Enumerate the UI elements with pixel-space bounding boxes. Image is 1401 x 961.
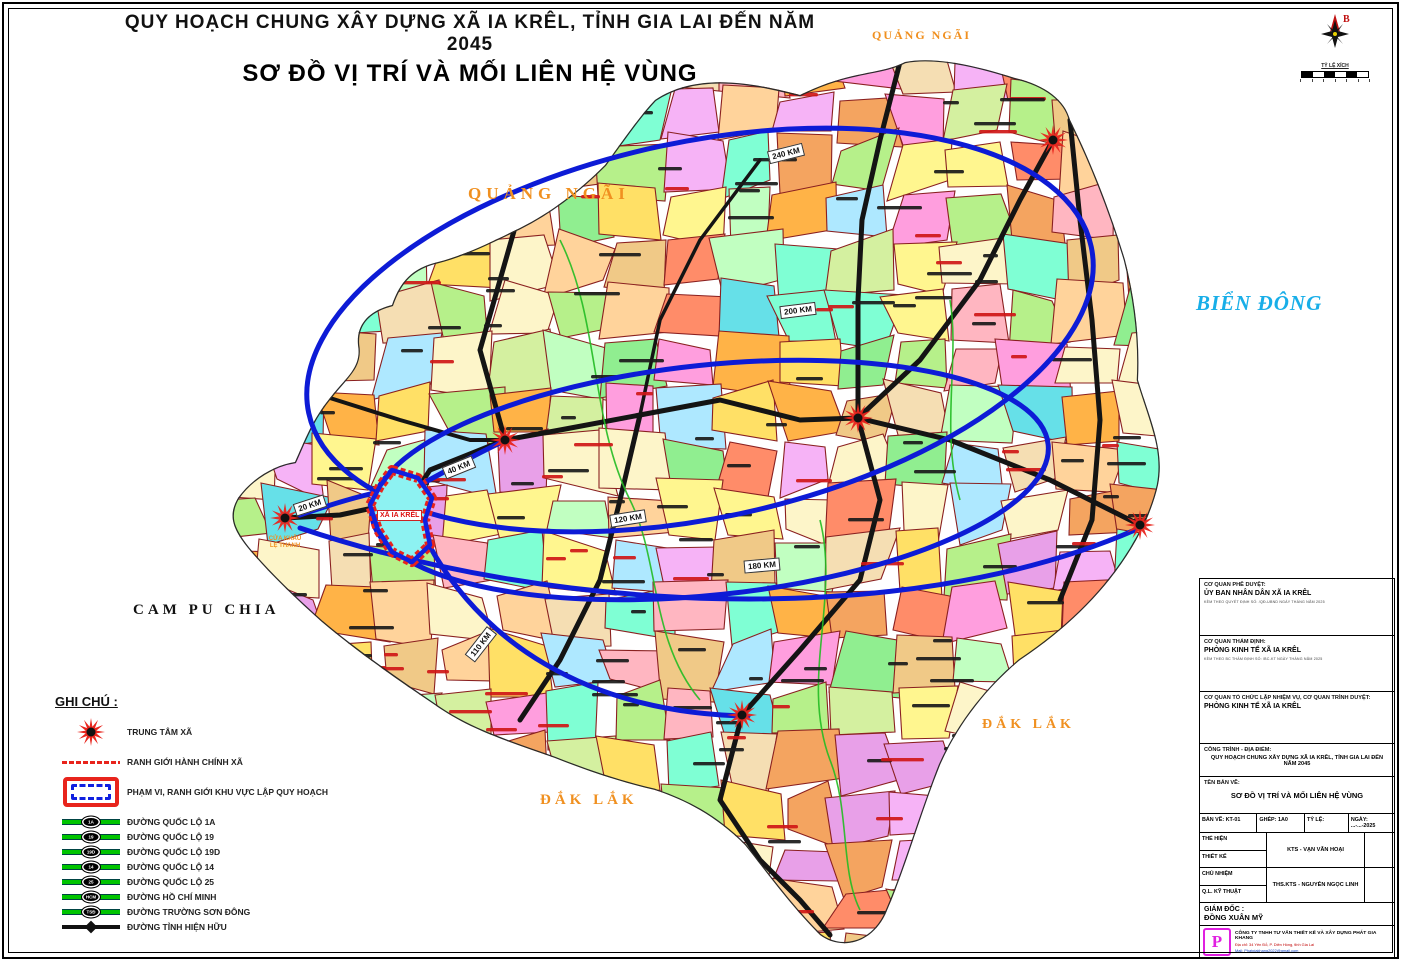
drawing-meta-row: BẢN VẼ: KT-01 GHÉP: 1A0 TỶ LỆ: NGÀY: ...… [1200, 814, 1394, 834]
highway-icon: HCM [62, 890, 120, 904]
legend-item-label: ĐƯỜNG QUỐC LỘ 1A [127, 817, 216, 827]
lead-architect-name: THS.KTS - NGUYỄN NGỌC LINH [1267, 868, 1366, 903]
legend-item: ĐƯỜNG TỈNH HIỆN HỮU [55, 920, 355, 934]
highway-icon: 19 [62, 830, 120, 844]
company-address: Địa chỉ: 34 Yên Đỗ, P. Diên Hồng, tỉnh G… [1235, 942, 1315, 948]
organizing-agency-section: CƠ QUAN TỔ CHỨC LẬP NHIỆM VỤ, CƠ QUAN TR… [1200, 692, 1394, 745]
approval-agency-heading: CƠ QUAN PHÊ DUYỆT: [1204, 582, 1266, 588]
river-lines [559, 239, 961, 911]
approval-agency-name: ỦY BAN NHÂN DÂN XÃ IA KRÊL [1204, 590, 1312, 597]
legend-item: 19D ĐƯỜNG QUỐC LỘ 19D [55, 845, 355, 859]
legend-item-label: ĐƯỜNG HỒ CHÍ MINH [127, 892, 217, 902]
map-title: QUY HOẠCH CHUNG XÂY DỰNG XÃ IA KRÊL, TỈN… [105, 12, 835, 88]
route-shield: TSĐ [81, 905, 101, 919]
company-section: P CÔNG TY TNHH TƯ VẤN THIẾT KẾ VÀ XÂY DỰ… [1200, 926, 1394, 958]
company-mail: Mail: Phatgiakhang2022@gmail.com [1235, 948, 1299, 954]
legend-item: RANH GIỚI HÀNH CHÍNH XÃ [55, 757, 355, 767]
commune-center-icon [77, 718, 105, 746]
route-shield: 19D [81, 845, 101, 859]
project-location-value: QUY HOẠCH CHUNG XÂY DỰNG XÃ IA KRÊL, TỈN… [1210, 755, 1384, 768]
drawing-name-heading: TÊN BẢN VẼ: [1204, 780, 1240, 787]
scale-field: TỶ LỆ: [1305, 814, 1349, 833]
company-logo: P [1203, 928, 1231, 957]
legend-item: HCM ĐƯỜNG HỒ CHÍ MINH [55, 890, 355, 904]
planning-scope-icon [63, 777, 119, 807]
drawing-name-section: TÊN BẢN VẼ: SƠ ĐỒ VỊ TRÍ VÀ MỐI LIÊN HỆ … [1200, 777, 1394, 815]
legend-item: TSĐ ĐƯỜNG TRƯỜNG SƠN ĐÔNG [55, 905, 355, 919]
legend-item-label: ĐƯỜNG TỈNH HIỆN HỮU [127, 922, 227, 932]
city-markers [270, 125, 1155, 730]
scale-label: TỶ LỆ XÍCH [1321, 63, 1349, 69]
highway-icon: TSĐ [62, 905, 120, 919]
highway-icon: 1A [62, 815, 120, 829]
route-shield: HCM [81, 890, 101, 904]
legend-item: 1A ĐƯỜNG QUỐC LỘ 1A [55, 815, 355, 829]
legend-item-label: RANH GIỚI HÀNH CHÍNH XÃ [127, 757, 243, 767]
designed-by-label: THIẾT KẾ [1202, 853, 1227, 860]
designer-row: THỂ HIỆN THIẾT KẾ KTS - VẠN VĂN HOẠI [1200, 833, 1394, 869]
drawing-name-value: SƠ ĐỒ VỊ TRÍ VÀ MỐI LIÊN HỆ VÙNG [1230, 791, 1364, 801]
legend-item-label: ĐƯỜNG TRƯỜNG SƠN ĐÔNG [127, 907, 251, 917]
highway-icon: 14 [62, 860, 120, 874]
approval-agency-section: CƠ QUAN PHÊ DUYỆT: ỦY BAN NHÂN DÂN XÃ IA… [1200, 579, 1394, 637]
director-name: ĐỒNG XUÂN MỸ [1204, 913, 1264, 923]
route-shield: 1A [81, 815, 101, 829]
legend-item-label: ĐƯỜNG QUỐC LỘ 19D [127, 847, 221, 857]
north-arrow-icon: B [1321, 14, 1350, 48]
date-field: NGÀY: ...-...-2025 [1350, 817, 1376, 830]
legend-item-label: ĐƯỜNG QUỐC LỘ 19 [127, 832, 215, 842]
manager-row: CHỦ NHIỆM Q.L. KỸ THUẬT THS.KTS - NGUYỄN… [1200, 868, 1394, 904]
route-shield: 19 [81, 830, 101, 844]
appraisal-agency-heading: CƠ QUAN THẨM ĐỊNH: [1204, 639, 1266, 646]
legend-title: GHI CHÚ : [55, 694, 118, 709]
connection-arcs [297, 125, 1138, 719]
drawing-number: BẢN VẼ: KT-01 [1200, 814, 1258, 833]
scale-ticks [1300, 79, 1370, 82]
legend-item: 19 ĐƯỜNG QUỐC LỘ 19 [55, 830, 355, 844]
project-lead-label: CHỦ NHIỆM [1200, 868, 1266, 886]
presented-by-label: THỂ HIỆN [1200, 833, 1266, 851]
organizing-agency-name: PHÒNG KINH TẾ XÃ IA KRÊL [1204, 703, 1301, 711]
drawing-title: SƠ ĐỒ VỊ TRÍ VÀ MỐI LIÊN HỆ VÙNG [242, 60, 698, 87]
legend-rows: TRUNG TÂM XÃ RANH GIỚI HÀNH CHÍNH XÃ PHẠM … [55, 717, 355, 934]
compass-and-scale: B TỶ LỆ XÍCH [1296, 12, 1374, 82]
director-section: GIÁM ĐỐC : ĐỒNG XUÂN MỸ [1200, 903, 1394, 927]
legend-item-label: TRUNG TÂM XÃ [127, 727, 193, 737]
legend-item-label: ĐƯỜNG QUỐC LỘ 14 [127, 862, 215, 872]
project-location-section: CÔNG TRÌNH - ĐỊA ĐIỂM: QUY HOẠCH CHUNG X… [1200, 744, 1394, 778]
legend: GHI CHÚ : TRUNG TÂM XÃ RANH GIỚI HÀNH CHÍ… [55, 694, 355, 937]
highway-icon: 19D [62, 845, 120, 859]
appraisal-agency-note: KÈM THEO BC THẨM ĐỊNH SỐ: /BC-KT NGÀY TH… [1204, 657, 1323, 662]
provincial-road-icon [62, 920, 120, 934]
legend-item: PHẠM VI, RANH GIỚI KHU VỰC LẬP QUY HOẠCH [55, 777, 355, 807]
route-shield: 14 [81, 860, 101, 874]
appraisal-agency-name: PHÒNG KINH TẾ XÃ IA KRÊL [1204, 647, 1301, 655]
company-name: CÔNG TY TNHH TƯ VẤN THIẾT KẾ VÀ XÂY DỰNG… [1235, 931, 1377, 942]
route-shield: 25 [81, 875, 101, 889]
appraisal-agency-section: CƠ QUAN THẨM ĐỊNH: PHÒNG KINH TẾ XÃ IA K… [1200, 636, 1394, 693]
architect-name: KTS - VẠN VĂN HOẠI [1267, 833, 1366, 868]
admin-boundary-icon [62, 760, 120, 764]
highway-icon: 25 [62, 875, 120, 889]
legend-item: 14 ĐƯỜNG QUỐC LỘ 14 [55, 860, 355, 874]
legend-item-label: ĐƯỜNG QUỐC LỘ 25 [127, 877, 215, 887]
legend-item: 25 ĐƯỜNG QUỐC LỘ 25 [55, 875, 355, 889]
legend-item-label: PHẠM VI, RANH GIỚI KHU VỰC LẬP QUY HOẠCH [127, 787, 329, 797]
title-block: CƠ QUAN PHÊ DUYỆT: ỦY BAN NHÂN DÂN XÃ IA… [1199, 578, 1395, 959]
sheet-size: GHÉP: 1A0 [1257, 814, 1306, 833]
organizing-agency-heading: CƠ QUAN TỔ CHỨC LẬP NHIỆM VỤ, CƠ QUAN TR… [1204, 695, 1371, 702]
technical-qc-label: Q.L. KỸ THUẬT [1202, 888, 1242, 895]
scale-bar [1301, 71, 1369, 78]
director-label: GIÁM ĐỐC : [1204, 906, 1245, 914]
project-title: QUY HOẠCH CHUNG XÂY DỰNG XÃ IA KRÊL, TỈN… [124, 12, 816, 55]
legend-item: TRUNG TÂM XÃ [55, 717, 355, 747]
project-location-heading: CÔNG TRÌNH - ĐỊA ĐIỂM: [1204, 747, 1272, 754]
north-letter: B [1343, 14, 1350, 25]
approval-agency-note: KÈM THEO QUYẾT ĐỊNH SỐ: /QĐ-UBND NGÀY TH… [1204, 600, 1325, 604]
